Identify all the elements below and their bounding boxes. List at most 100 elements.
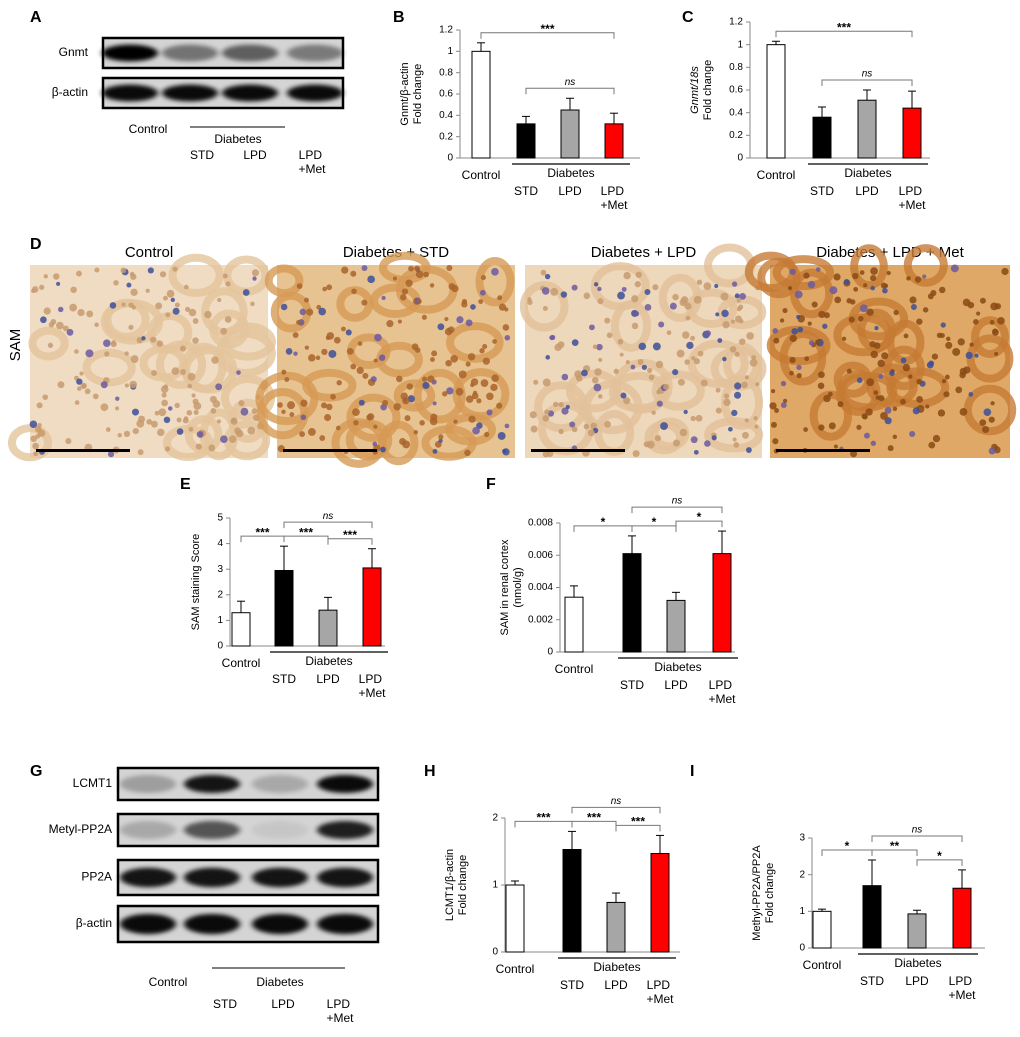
nucleus: [167, 406, 173, 411]
nucleus: [37, 422, 42, 428]
nucleus: [157, 428, 165, 437]
nucleus: [817, 382, 825, 390]
nucleus: [884, 406, 892, 414]
nucleus: [938, 286, 946, 294]
nucleus: [967, 301, 975, 309]
nucleus: [453, 419, 458, 424]
nucleus: [738, 304, 744, 310]
nucleus: [361, 299, 368, 306]
nucleus: [796, 364, 802, 371]
nucleus: [672, 439, 681, 447]
nucleus: [115, 406, 120, 411]
nucleus: [356, 366, 364, 374]
nucleus: [303, 297, 309, 303]
micrograph: [7, 253, 276, 462]
nucleus: [164, 446, 171, 452]
nucleus: [878, 395, 885, 402]
significance-label: ***: [255, 525, 269, 539]
significance-label: *: [937, 849, 942, 863]
y-tick-label: 0: [799, 943, 805, 954]
nucleus: [296, 283, 303, 289]
significance-bracket: [615, 824, 661, 832]
nucleus: [990, 401, 995, 406]
bar: [505, 884, 525, 953]
nucleus: [940, 322, 946, 328]
nucleus: [56, 281, 61, 286]
nucleus: [80, 382, 87, 389]
nucleus: [187, 372, 196, 381]
nucleus: [561, 373, 569, 381]
nucleus: [458, 370, 467, 379]
nucleus: [874, 325, 879, 331]
nucleus: [558, 428, 564, 435]
nucleus: [693, 449, 699, 455]
nucleus: [432, 401, 437, 406]
blot-band: [317, 867, 373, 888]
nucleus: [216, 419, 222, 424]
bar: [812, 116, 832, 159]
y-tick-label: 1: [492, 880, 498, 891]
tubule: [850, 244, 888, 290]
nucleus: [744, 375, 750, 380]
bar: [564, 596, 584, 653]
panel-letter: E: [180, 476, 191, 493]
nucleus: [814, 339, 821, 345]
nucleus: [158, 408, 167, 417]
nucleus: [471, 392, 479, 400]
nucleus: [31, 288, 36, 294]
tubule: [345, 419, 393, 461]
nucleus: [124, 351, 129, 356]
nucleus: [77, 386, 82, 391]
nucleus: [465, 319, 473, 327]
x-tick-label: STD: [272, 672, 296, 686]
nucleus: [544, 273, 551, 280]
nucleus: [480, 275, 486, 281]
y-tick-label: 3: [799, 833, 805, 844]
significance-label: ns: [565, 77, 576, 88]
nucleus: [755, 382, 760, 387]
nucleus: [401, 288, 409, 295]
nucleus: [576, 374, 583, 382]
nucleus: [669, 302, 677, 310]
nucleus: [711, 435, 717, 441]
tubule: [7, 424, 53, 462]
blot-row-label: Metyl-PP2A: [49, 822, 112, 836]
x-tick-label: LPD: [604, 978, 628, 992]
x-tick-label: Control: [222, 656, 261, 670]
nucleus: [94, 322, 99, 327]
blot-band: [252, 821, 308, 839]
nucleus: [242, 289, 250, 296]
nucleus: [107, 451, 115, 458]
nucleus: [131, 408, 139, 416]
nucleus: [587, 429, 595, 437]
nucleus: [655, 360, 664, 369]
tubule: [215, 329, 276, 377]
nucleus: [623, 397, 631, 405]
nucleus: [79, 371, 84, 376]
y-tick-label: 0.8: [439, 67, 453, 78]
lane-label: LPD: [271, 997, 295, 1011]
nucleus: [172, 307, 180, 315]
group-label: Diabetes: [547, 166, 594, 180]
nucleus: [723, 398, 731, 407]
nucleus: [346, 347, 354, 355]
bar: [812, 910, 832, 949]
nucleus: [406, 383, 414, 390]
nucleus: [631, 295, 639, 303]
nucleus: [285, 348, 293, 355]
nucleus: [220, 435, 228, 444]
tubule: [264, 264, 304, 298]
bar: [622, 553, 642, 653]
nucleus: [484, 431, 490, 438]
nucleus: [188, 308, 197, 317]
x-tick-label: LPD +Met: [948, 974, 976, 1002]
nucleus: [780, 380, 787, 387]
lane-label: STD: [190, 148, 214, 162]
significance-bracket: [775, 30, 913, 38]
significance-bracket: [916, 859, 963, 866]
nucleus: [677, 378, 685, 386]
significance-label: ***: [837, 20, 851, 34]
nucleus: [341, 326, 346, 332]
nucleus: [729, 346, 737, 353]
nucleus: [165, 312, 171, 318]
